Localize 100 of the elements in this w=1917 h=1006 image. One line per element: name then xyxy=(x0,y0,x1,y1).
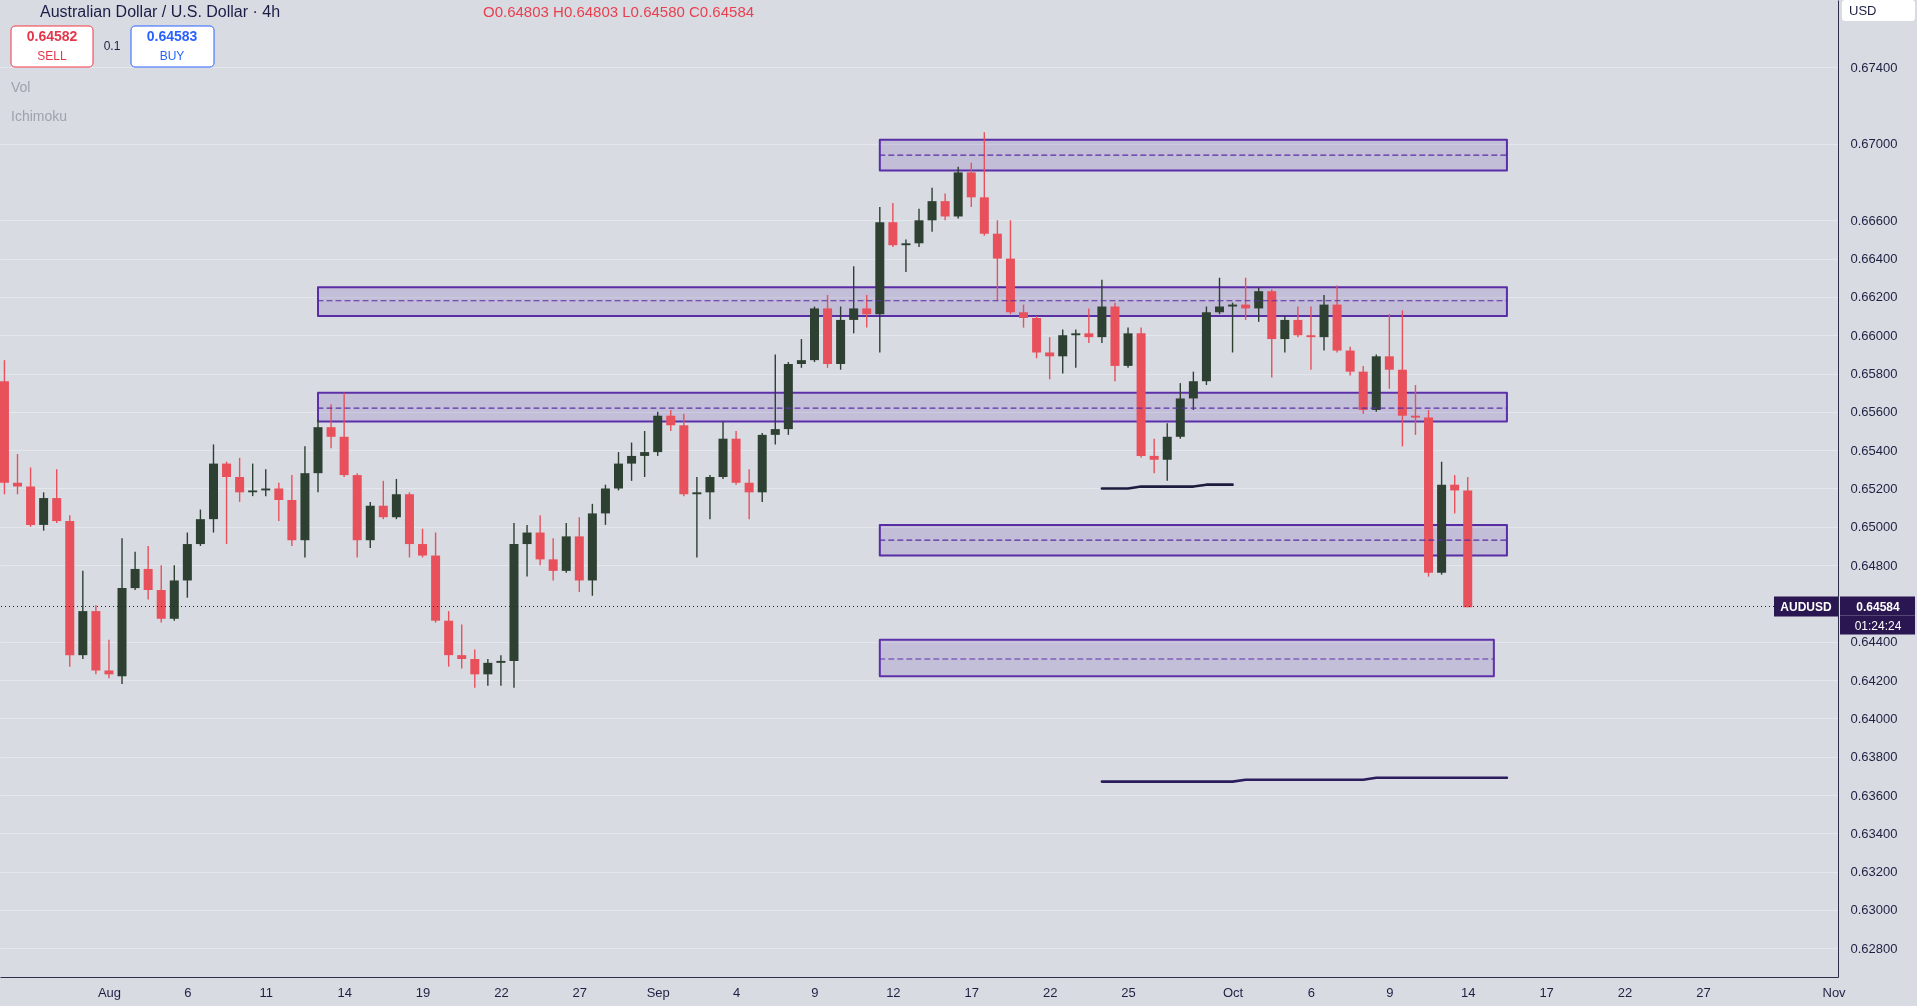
candlestick xyxy=(770,353,780,446)
x-tick-label: 22 xyxy=(494,984,509,1000)
annotation: Ichimoku xyxy=(11,108,68,124)
x-tick-label: 6 xyxy=(1307,984,1316,1000)
y-tick-label: 0.64000 xyxy=(1850,710,1898,726)
y-tick-label: 0.65600 xyxy=(1850,404,1898,420)
annotation: SELL xyxy=(37,49,67,63)
y-tick-label: 0.63800 xyxy=(1850,749,1898,765)
y-tick-label: 0.63600 xyxy=(1850,787,1898,803)
candlestick xyxy=(418,528,428,559)
candlestick xyxy=(888,202,898,248)
chart-title: Australian Dollar / U.S. Dollar · 4h xyxy=(40,3,281,20)
text: 01:24:24 xyxy=(1854,618,1902,633)
y-tick-label: 0.66000 xyxy=(1850,327,1898,343)
candlestick xyxy=(235,457,245,503)
candlestick xyxy=(692,476,702,559)
candlestick xyxy=(274,482,284,522)
candlestick xyxy=(326,403,336,449)
candlestick xyxy=(666,409,676,432)
candlestick xyxy=(1162,422,1172,482)
candlestick xyxy=(457,623,467,670)
x-tick-label: 19 xyxy=(415,984,431,1000)
y-axis-title: USD xyxy=(1849,3,1877,18)
candlestick xyxy=(640,430,650,478)
y-tick-label: 0.66600 xyxy=(1850,212,1898,228)
annotation: O0.64803 H0.64803 L0.64580 C0.64584 xyxy=(483,3,755,20)
x-tick-label: Sep xyxy=(646,984,670,1000)
candlestick xyxy=(248,462,258,497)
candlestick xyxy=(1149,437,1159,474)
candlestick xyxy=(391,478,401,520)
x-tick-label: Aug xyxy=(97,984,122,1000)
x-tick-label: 27 xyxy=(1696,984,1711,1000)
annotation: 0.1 xyxy=(103,39,121,53)
y-tick-label: 0.65400 xyxy=(1850,442,1898,458)
candlestick xyxy=(1306,305,1316,371)
candlestick xyxy=(52,468,62,524)
candlestick xyxy=(1384,313,1394,390)
candlestick xyxy=(222,460,232,545)
candlestick xyxy=(1058,328,1068,375)
x-tick-label: 9 xyxy=(1386,984,1394,1000)
candlestick xyxy=(13,453,23,495)
candlestick xyxy=(1019,303,1029,329)
y-tick-label: 0.67000 xyxy=(1850,136,1898,152)
candlestick xyxy=(483,658,493,687)
x-tick-label: Oct xyxy=(1222,984,1244,1000)
annotation: Vol xyxy=(11,79,31,95)
y-tick-label: 0.62800 xyxy=(1850,940,1898,956)
x-tick-label: 17 xyxy=(1539,984,1554,1000)
candlestick xyxy=(470,648,480,689)
y-tick-label: 0.64200 xyxy=(1850,672,1898,688)
candlestick xyxy=(796,338,806,369)
y-tick-label: 0.63200 xyxy=(1850,864,1898,880)
x-tick-label: 22 xyxy=(1617,984,1633,1000)
annotation: BUY xyxy=(159,49,185,63)
candlestick xyxy=(1410,384,1420,436)
candlestick xyxy=(914,208,924,248)
y-tick-label: 0.64400 xyxy=(1850,634,1898,650)
candlestick xyxy=(1071,328,1081,369)
x-tick-label: 17 xyxy=(964,984,979,1000)
candlestick xyxy=(378,480,388,520)
candlestick xyxy=(1254,286,1264,323)
x-tick-label: 4 xyxy=(732,984,741,1000)
y-tick-label: 0.63400 xyxy=(1850,825,1898,841)
candlestick xyxy=(849,265,859,335)
y-tick-label: 0.66200 xyxy=(1850,289,1898,305)
candlestick xyxy=(1228,301,1238,354)
x-tick-label: 12 xyxy=(886,984,901,1000)
candlestick xyxy=(744,468,754,520)
candlestick xyxy=(548,537,558,582)
x-tick-label: 14 xyxy=(337,984,352,1000)
x-tick-label: 25 xyxy=(1121,984,1136,1000)
candlestick xyxy=(627,441,637,482)
y-tick-label: 0.64800 xyxy=(1850,557,1898,573)
y-tick-label: 0.65200 xyxy=(1850,481,1898,496)
x-tick-label: 9 xyxy=(811,984,819,1000)
candlestick xyxy=(104,639,114,679)
candlestick xyxy=(143,545,153,601)
x-tick-label: 6 xyxy=(184,984,192,1000)
x-tick-label: Nov xyxy=(1822,984,1847,1000)
y-tick-label: 0.65000 xyxy=(1850,519,1898,535)
candlestick xyxy=(1045,336,1055,381)
candlestick xyxy=(901,238,911,273)
candlestick xyxy=(522,524,532,578)
candlestick xyxy=(927,187,937,233)
candlestick xyxy=(940,192,950,221)
candlestick xyxy=(130,551,140,591)
candlestick xyxy=(1084,307,1094,344)
text: 0.64584 xyxy=(1856,599,1901,614)
y-tick-label: 0.65800 xyxy=(1850,366,1898,382)
candlestick xyxy=(1345,346,1355,377)
ref-line-label: AUDUSD xyxy=(1780,599,1832,614)
candlestick xyxy=(1188,370,1198,411)
x-tick-label: 22 xyxy=(1042,984,1058,1000)
candlestick xyxy=(1293,305,1303,338)
x-tick-label: 27 xyxy=(572,984,588,1000)
candlestick xyxy=(705,474,715,520)
candlestick xyxy=(496,654,506,687)
x-tick-label: 11 xyxy=(259,984,273,1000)
annotation: 0.64583 xyxy=(146,28,198,44)
annotation: 0.64582 xyxy=(26,28,78,44)
